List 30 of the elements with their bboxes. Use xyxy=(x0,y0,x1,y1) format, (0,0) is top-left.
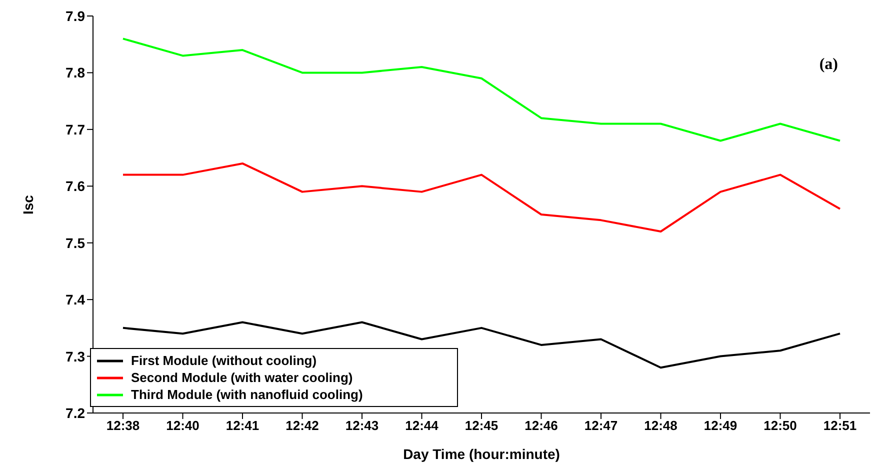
x-tick-label: 12:46 xyxy=(524,418,558,434)
legend-label: First Module (without cooling) xyxy=(131,353,317,368)
y-tick-label: 7.3 xyxy=(66,348,86,364)
x-axis-title: Day Time (hour:minute) xyxy=(403,446,560,462)
x-tick-label: 12:38 xyxy=(106,418,140,434)
y-axis-title: Isc xyxy=(20,194,36,214)
x-tick-label: 12:43 xyxy=(345,418,379,434)
x-tick-label: 12:49 xyxy=(704,418,738,434)
x-tick-label: 12:44 xyxy=(405,418,440,434)
line-series xyxy=(122,38,841,142)
legend-label: Second Module (with water cooling) xyxy=(131,370,353,385)
x-tick-label: 12:48 xyxy=(644,418,678,434)
annotation: (a) xyxy=(819,56,838,74)
y-tick-label: 7.2 xyxy=(66,404,86,421)
x-tick-label: 12:51 xyxy=(823,418,857,434)
line-series xyxy=(122,321,841,369)
x-tick-label: 12:41 xyxy=(226,418,260,434)
y-tick-label: 7.7 xyxy=(66,121,86,138)
x-tick-label: 12:45 xyxy=(464,418,498,434)
y-tick-label: 7.9 xyxy=(66,8,86,24)
x-tick-label: 12:40 xyxy=(166,418,200,434)
y-tick-label: 7.8 xyxy=(66,64,86,81)
line-series xyxy=(122,162,841,233)
x-tick-label: 12:47 xyxy=(584,418,618,434)
y-tick-label: 7.4 xyxy=(66,292,86,308)
y-tick-label: 7.5 xyxy=(66,234,86,251)
y-tick-label: 7.6 xyxy=(66,178,86,194)
x-tick-label: 12:50 xyxy=(764,418,797,434)
legend-label: Third Module (with nanofluid cooling) xyxy=(131,387,363,402)
x-tick-label: 12:42 xyxy=(286,418,319,434)
